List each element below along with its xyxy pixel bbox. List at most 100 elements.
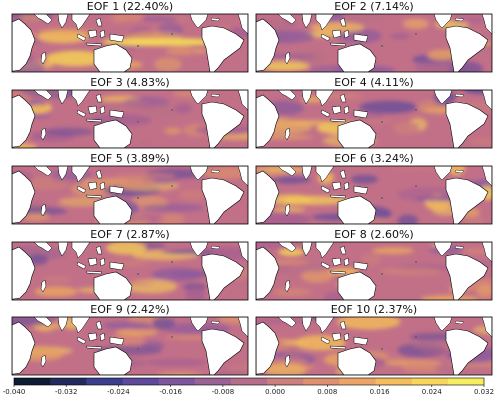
colorbar-tick-label: -0.024 xyxy=(107,388,130,396)
anomaly-blob xyxy=(389,33,411,40)
panel-title: EOF 9 (2.42%) xyxy=(90,303,170,316)
anomaly-blob xyxy=(102,260,149,267)
anomaly-blob xyxy=(397,214,419,224)
anomaly-blob xyxy=(103,321,152,330)
anomaly-blob xyxy=(359,100,418,114)
anomaly-blob xyxy=(350,174,379,184)
panel-title: EOF 2 (7.14%) xyxy=(334,0,414,13)
panel-frame xyxy=(11,165,249,225)
anomaly-blob xyxy=(402,362,448,374)
colorbar-segment xyxy=(303,378,340,385)
anomaly-blob xyxy=(138,139,155,147)
colorbar-tick-label: 0.016 xyxy=(369,388,390,396)
anomaly-blob xyxy=(145,358,207,366)
panel-title: EOF 4 (4.11%) xyxy=(334,76,414,89)
anomaly-blob xyxy=(174,103,192,114)
anomaly-blob xyxy=(380,267,442,276)
colorbar-frame xyxy=(13,377,485,386)
anomaly-blob xyxy=(145,103,177,120)
anomaly-blob xyxy=(420,295,479,300)
colorbar-segment xyxy=(14,378,51,385)
anomaly-blob xyxy=(152,317,175,330)
panel-frame xyxy=(11,241,249,301)
colorbar-segment xyxy=(230,378,268,385)
anomaly-blob xyxy=(42,276,72,283)
panel-frame xyxy=(255,13,493,73)
anomaly-blob xyxy=(372,247,414,255)
anomaly-blob xyxy=(268,176,312,184)
colorbar-segment xyxy=(339,378,377,385)
colorbar-tick-label: 0.000 xyxy=(265,388,286,396)
eof-map-panel xyxy=(11,13,249,73)
anomaly-blob xyxy=(113,14,144,22)
anomaly-blob xyxy=(140,16,178,22)
anomaly-blob xyxy=(58,197,103,207)
anomaly-blob xyxy=(268,194,313,205)
colorbar-segment xyxy=(447,378,485,385)
eof-map-panel xyxy=(11,241,249,301)
panel-title: EOF 3 (4.83%) xyxy=(90,76,170,89)
colorbar-segment xyxy=(194,378,232,385)
anomaly-blob xyxy=(164,127,182,135)
anomaly-blob xyxy=(44,127,94,137)
panel-frame xyxy=(11,89,249,149)
colorbar-tick-label: 0.024 xyxy=(421,388,442,396)
anomaly-blob xyxy=(45,50,107,67)
anomaly-blob xyxy=(28,253,48,266)
anomaly-blob xyxy=(140,203,205,212)
colorbar-segment xyxy=(411,378,449,385)
panel-frame xyxy=(255,316,493,376)
eof-map-panel xyxy=(255,165,493,225)
colorbar-segment xyxy=(158,378,196,385)
panel-title: EOF 8 (2.60%) xyxy=(334,228,414,241)
colorbar-segment xyxy=(86,378,123,385)
anomaly-blob xyxy=(256,119,312,135)
anomaly-blob xyxy=(71,342,99,347)
anomaly-blob xyxy=(37,28,95,34)
colorbar-tick-label: -0.040 xyxy=(2,388,26,396)
anomaly-blob xyxy=(476,284,492,299)
anomaly-blob xyxy=(161,249,215,255)
anomaly-blob xyxy=(166,46,197,56)
colorbar-segment xyxy=(267,378,304,385)
anomaly-blob xyxy=(284,346,303,358)
anomaly-blob xyxy=(281,339,309,345)
eof-map-panel xyxy=(11,165,249,225)
anomaly-blob xyxy=(214,370,248,375)
anomaly-blob xyxy=(157,372,202,375)
panel-title: EOF 10 (2.37%) xyxy=(330,303,418,316)
panel-title: EOF 5 (3.89%) xyxy=(90,152,170,165)
anomaly-blob xyxy=(124,279,178,294)
anomaly-blob xyxy=(93,101,150,109)
colorbar-segment xyxy=(122,378,160,385)
anomaly-blob xyxy=(361,253,381,265)
colorbar-tick-label: 0.032 xyxy=(473,388,495,396)
anomaly-blob xyxy=(264,363,307,375)
panel-frame xyxy=(255,241,493,301)
anomaly-blob xyxy=(259,61,310,72)
eof-map-panel xyxy=(255,89,493,149)
anomaly-blob xyxy=(256,319,308,324)
anomaly-blob xyxy=(201,166,248,179)
anomaly-blob xyxy=(178,189,208,200)
colorbar-tick-label: -0.008 xyxy=(211,388,235,396)
panel-title: EOF 6 (3.24%) xyxy=(334,152,414,165)
colorbar-tick-label: -0.016 xyxy=(159,388,182,396)
eof-map-panel xyxy=(255,13,493,73)
anomaly-blob xyxy=(153,57,182,72)
anomaly-blob xyxy=(278,248,305,256)
colorbar-tick-label: -0.032 xyxy=(54,388,78,396)
eof-map-panel xyxy=(255,241,493,301)
eof-map-panel xyxy=(255,316,493,376)
anomaly-blob xyxy=(158,213,185,224)
anomaly-blob xyxy=(183,282,206,292)
colorbar-segment xyxy=(375,378,413,385)
eof-map-panel xyxy=(11,316,249,376)
anomaly-blob xyxy=(106,242,147,255)
anomaly-blob xyxy=(427,49,458,61)
panel-title: EOF 7 (2.87%) xyxy=(90,228,170,241)
anomaly-blob xyxy=(34,286,78,297)
colorbar-segment xyxy=(50,378,87,385)
anomaly-blob xyxy=(420,107,452,114)
